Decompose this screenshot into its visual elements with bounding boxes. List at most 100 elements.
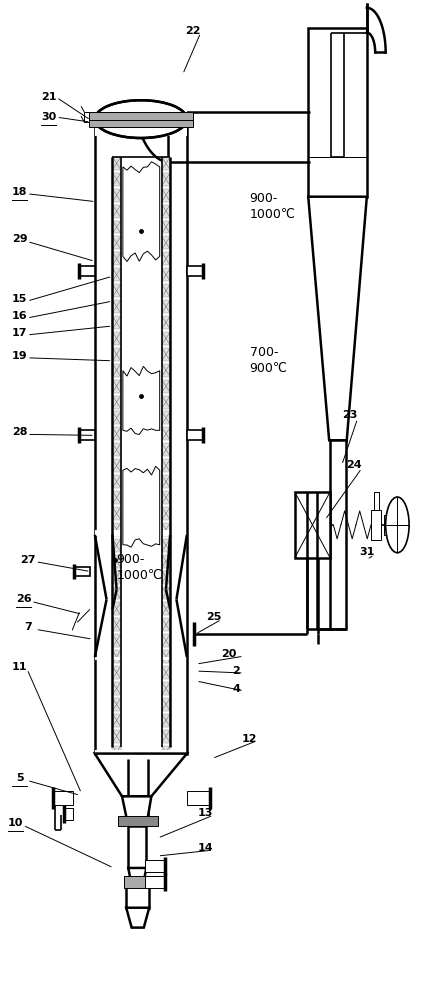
Bar [112, 173, 121, 186]
Bar [112, 348, 121, 361]
Bar [162, 348, 170, 361]
Bar [79, 430, 95, 440]
Text: 18: 18 [12, 187, 27, 197]
Text: 12: 12 [242, 734, 257, 744]
Text: 11: 11 [12, 662, 27, 672]
Text: 15: 15 [12, 294, 27, 304]
Bar [112, 746, 121, 759]
Bar [112, 157, 121, 170]
Bar [128, 786, 148, 797]
Text: 30: 30 [41, 112, 56, 122]
Text: 19: 19 [12, 351, 27, 361]
Text: 31: 31 [359, 547, 374, 557]
Bar [112, 634, 121, 647]
Bar [308, 28, 367, 197]
Bar [162, 300, 170, 313]
Bar [162, 507, 170, 520]
Text: 2: 2 [232, 666, 240, 676]
Bar [112, 618, 121, 631]
Bar [112, 364, 121, 377]
Bar [162, 236, 170, 249]
Bar [162, 443, 170, 456]
Bar [162, 364, 170, 377]
Bar [95, 117, 187, 754]
Bar [112, 507, 121, 520]
Bar [64, 808, 73, 820]
Polygon shape [128, 868, 146, 886]
Bar [112, 682, 121, 695]
Bar [162, 205, 170, 218]
Bar [162, 650, 170, 663]
Bar [112, 221, 121, 233]
Bar [112, 714, 121, 727]
Text: 20: 20 [221, 649, 237, 659]
Bar [112, 236, 121, 249]
Text: 24: 24 [346, 460, 362, 470]
Bar [162, 316, 170, 329]
Bar [162, 411, 170, 424]
Bar [128, 814, 148, 825]
Bar [162, 698, 170, 711]
Text: 4: 4 [232, 684, 240, 694]
Bar [162, 666, 170, 679]
Bar [371, 510, 382, 540]
Circle shape [386, 497, 409, 553]
Polygon shape [126, 908, 149, 928]
Bar [89, 112, 193, 127]
Text: 23: 23 [343, 410, 358, 420]
Bar [95, 3, 187, 136]
Bar [112, 284, 121, 297]
Bar [162, 332, 170, 345]
Text: 900-
1000℃: 900- 1000℃ [250, 192, 296, 221]
Bar [112, 252, 121, 265]
Bar [112, 698, 121, 711]
Text: 21: 21 [41, 92, 56, 102]
Bar [162, 380, 170, 393]
Bar [145, 860, 165, 872]
Polygon shape [95, 754, 187, 796]
Bar [162, 602, 170, 615]
Bar [162, 746, 170, 759]
Text: 22: 22 [185, 26, 201, 36]
Bar [84, 112, 95, 122]
Bar [162, 555, 170, 568]
Text: 28: 28 [12, 427, 27, 437]
Bar [330, 440, 346, 629]
Bar [112, 650, 121, 663]
Bar [124, 876, 152, 888]
Bar [295, 492, 330, 558]
Bar [162, 221, 170, 233]
Text: 10: 10 [8, 818, 23, 828]
Bar [162, 730, 170, 743]
Bar [162, 427, 170, 440]
Text: 26: 26 [16, 594, 31, 604]
Bar [112, 475, 121, 488]
Bar [187, 791, 210, 805]
Text: 7: 7 [24, 622, 32, 632]
Bar [112, 666, 121, 679]
Bar [112, 587, 121, 599]
Bar [187, 430, 203, 440]
Bar [53, 791, 73, 805]
Bar [112, 332, 121, 345]
Bar [162, 268, 170, 281]
Bar [162, 475, 170, 488]
Bar [126, 886, 149, 908]
Bar [112, 523, 121, 536]
Bar [162, 459, 170, 472]
Bar [162, 618, 170, 631]
Text: 27: 27 [20, 555, 36, 565]
Ellipse shape [95, 100, 187, 138]
Bar [128, 800, 148, 811]
Bar [112, 555, 121, 568]
Bar [95, 750, 187, 755]
Bar [79, 266, 95, 276]
Bar [112, 205, 121, 218]
Text: 14: 14 [198, 843, 214, 853]
Polygon shape [308, 197, 367, 440]
Text: 17: 17 [12, 328, 27, 338]
Bar [128, 772, 148, 783]
Bar [112, 491, 121, 504]
Text: 700-
900℃: 700- 900℃ [250, 346, 287, 375]
Text: 16: 16 [12, 311, 27, 321]
